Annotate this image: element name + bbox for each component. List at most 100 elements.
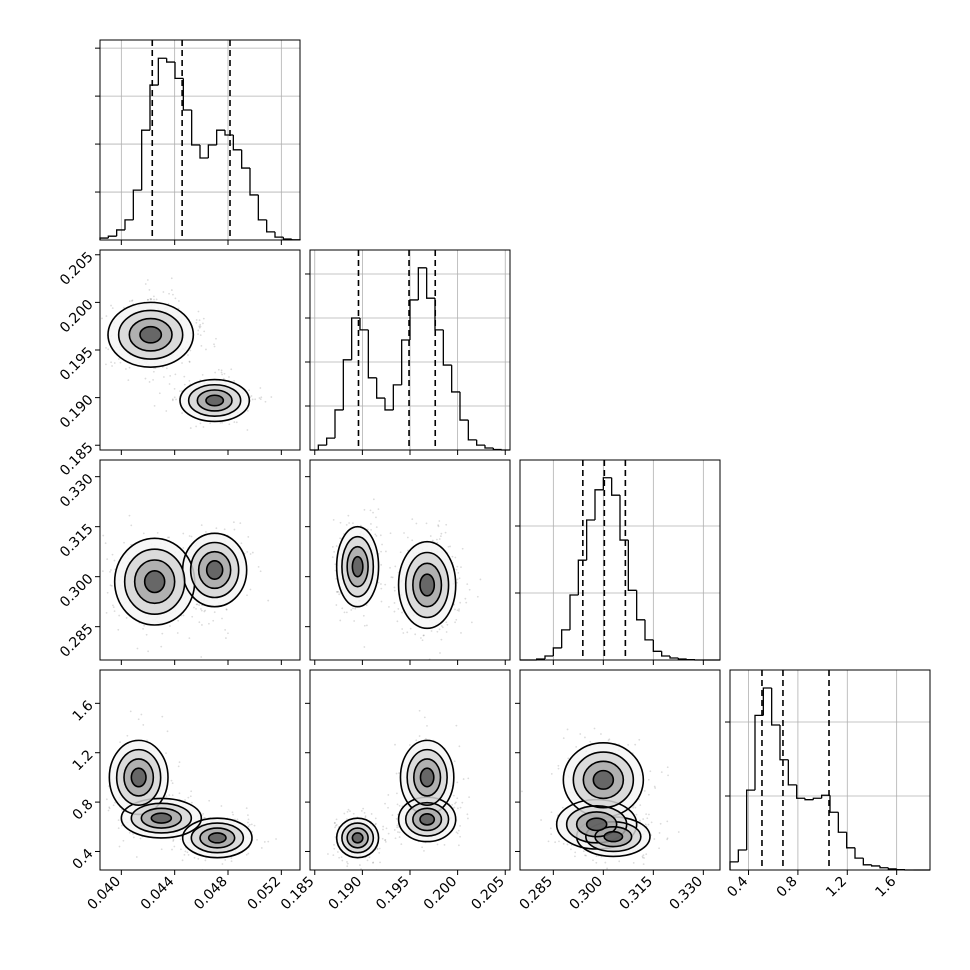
sample-point [203,816,206,819]
histogram-bin [476,439,485,446]
histogram-bin [467,420,477,441]
histogram-bin [754,714,764,791]
sample-point [366,859,369,862]
sample-point [454,802,456,805]
sample-point [363,811,366,814]
sample-point [234,818,236,821]
histogram-bin [492,448,502,451]
sample-point [225,608,228,610]
histogram-bin [116,229,125,237]
histogram-bin [351,317,360,360]
sample-point [223,372,226,375]
sample-point [113,610,116,612]
sample-point [336,851,339,853]
sample-point [402,632,405,634]
sample-point [335,577,338,580]
sample-point [377,581,380,584]
sample-point [401,628,404,630]
sample-point [249,588,252,591]
panel-frame [519,669,721,871]
panel-frame [99,39,301,241]
sample-point [440,638,443,641]
sample-point [457,829,460,832]
sample-point [110,361,113,364]
histogram-bin [771,687,780,726]
sample-point [359,524,362,527]
histogram-bin [577,559,587,596]
sample-point [201,624,203,626]
sample-point [197,333,199,336]
histogram-bin [762,687,772,716]
sample-point [152,370,155,373]
sample-point [179,838,182,841]
sample-point [225,608,228,611]
sample-point [550,833,553,836]
sample-point [379,534,382,537]
histogram-bin [132,189,142,220]
sample-point [162,291,165,293]
sample-point [152,295,155,298]
sample-point [144,283,147,285]
sample-point [113,559,116,562]
y-tick-label: 1.6 [70,698,97,725]
histogram-bin [282,237,292,240]
sample-point [160,848,163,851]
sample-point [401,611,403,614]
sample-point [154,367,157,370]
sample-point [585,854,587,857]
histogram-bin [779,724,789,761]
sample-point [394,743,396,746]
x-tick-label: 0.195 [373,874,413,914]
sample-point [198,319,201,322]
sample-point [239,522,242,524]
sample-point [455,618,458,621]
sample-point [460,566,462,569]
density-level [131,768,147,787]
sample-point [382,825,385,828]
sample-point [372,498,375,501]
sample-point [540,819,542,821]
sample-point [340,856,343,858]
sample-point [195,425,198,428]
contour [419,813,436,826]
sample-point [634,806,637,809]
x-tick-label: 0.330 [666,874,706,914]
sample-point [456,832,459,835]
sample-point [421,846,424,849]
sample-point [374,817,377,820]
sample-point [189,427,192,429]
histogram-bin [619,495,629,541]
density-level [208,832,226,843]
sample-point [222,377,225,380]
sample-point [339,619,342,622]
sample-point [93,338,95,340]
sample-point [343,611,346,614]
sample-point [208,799,211,802]
histogram-bin [787,759,797,786]
sample-point [466,813,469,816]
sample-point [180,848,182,851]
sample-point [366,624,368,627]
sample-point [128,300,131,303]
sample-point [659,822,662,825]
sample-point [188,361,191,363]
sample-point [608,738,611,741]
sample-point [130,524,133,527]
histogram-bin [249,168,259,196]
sample-point [198,326,201,329]
sample-point [395,772,398,775]
sample-point [198,604,201,607]
sample-point [204,817,206,819]
sample-point [454,556,457,559]
sample-point [393,589,396,592]
sample-point [653,838,656,840]
sample-point [341,607,344,610]
sample-point [393,602,396,604]
sample-point [648,813,650,816]
sample-point [220,805,223,807]
sample-point [388,606,390,608]
panel-frame [99,459,301,661]
sample-point [253,824,256,827]
sample-point [232,521,235,524]
sample-point [267,599,270,602]
